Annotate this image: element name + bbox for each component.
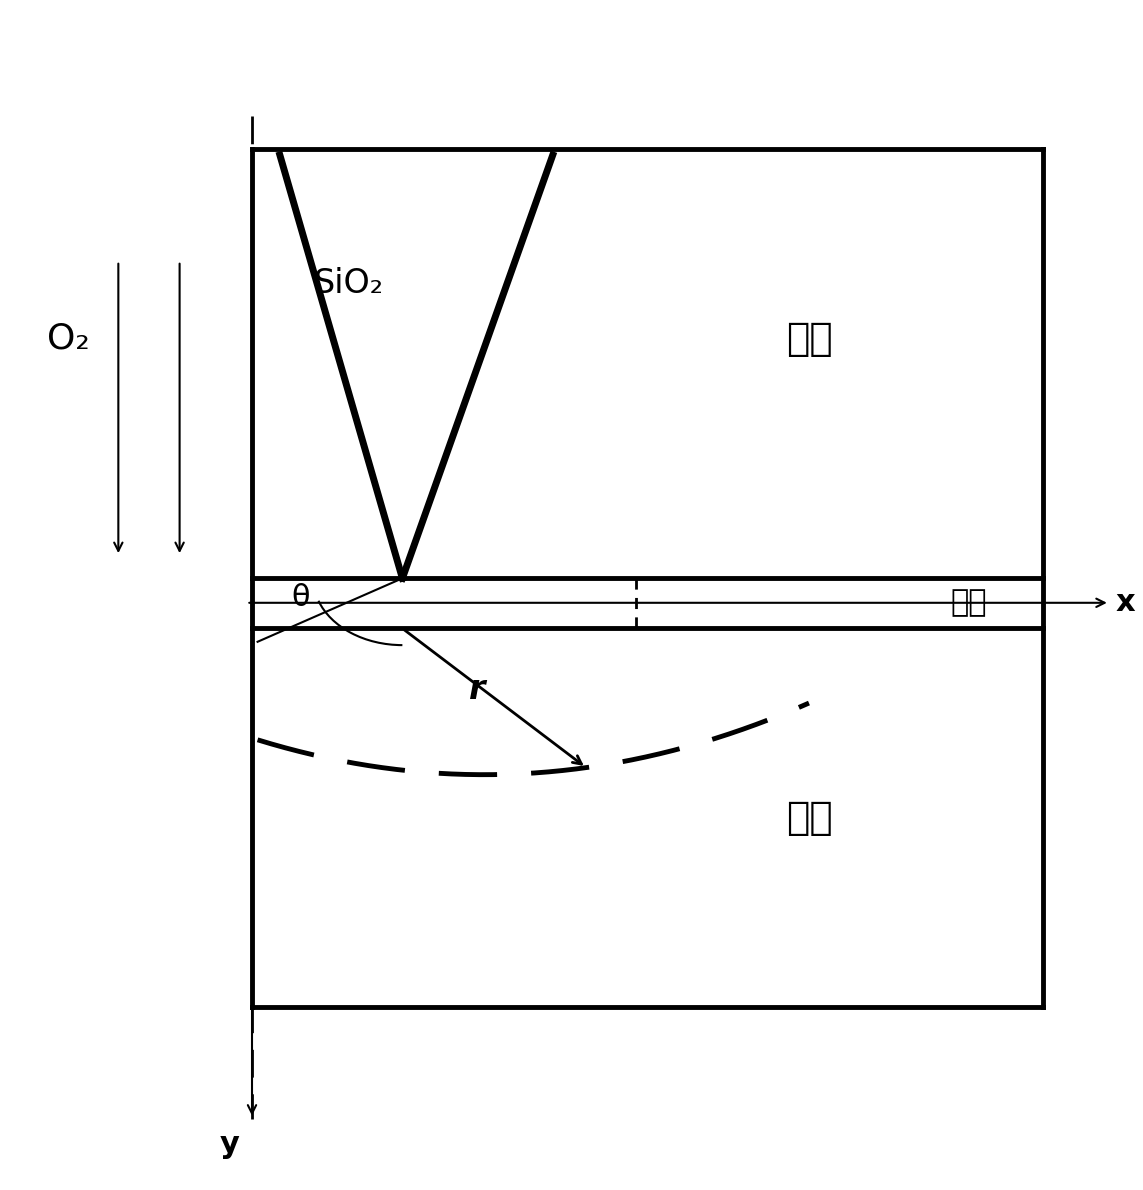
Text: 纤维: 纤维 <box>785 798 832 837</box>
Text: O₂: O₂ <box>47 321 89 356</box>
Text: x: x <box>1116 588 1135 618</box>
Text: y: y <box>219 1129 240 1159</box>
Text: SiO₂: SiO₂ <box>313 267 383 300</box>
Text: θ: θ <box>291 583 310 612</box>
Text: 基体: 基体 <box>785 320 832 358</box>
Text: 界面: 界面 <box>951 588 988 618</box>
Text: r: r <box>470 674 486 706</box>
